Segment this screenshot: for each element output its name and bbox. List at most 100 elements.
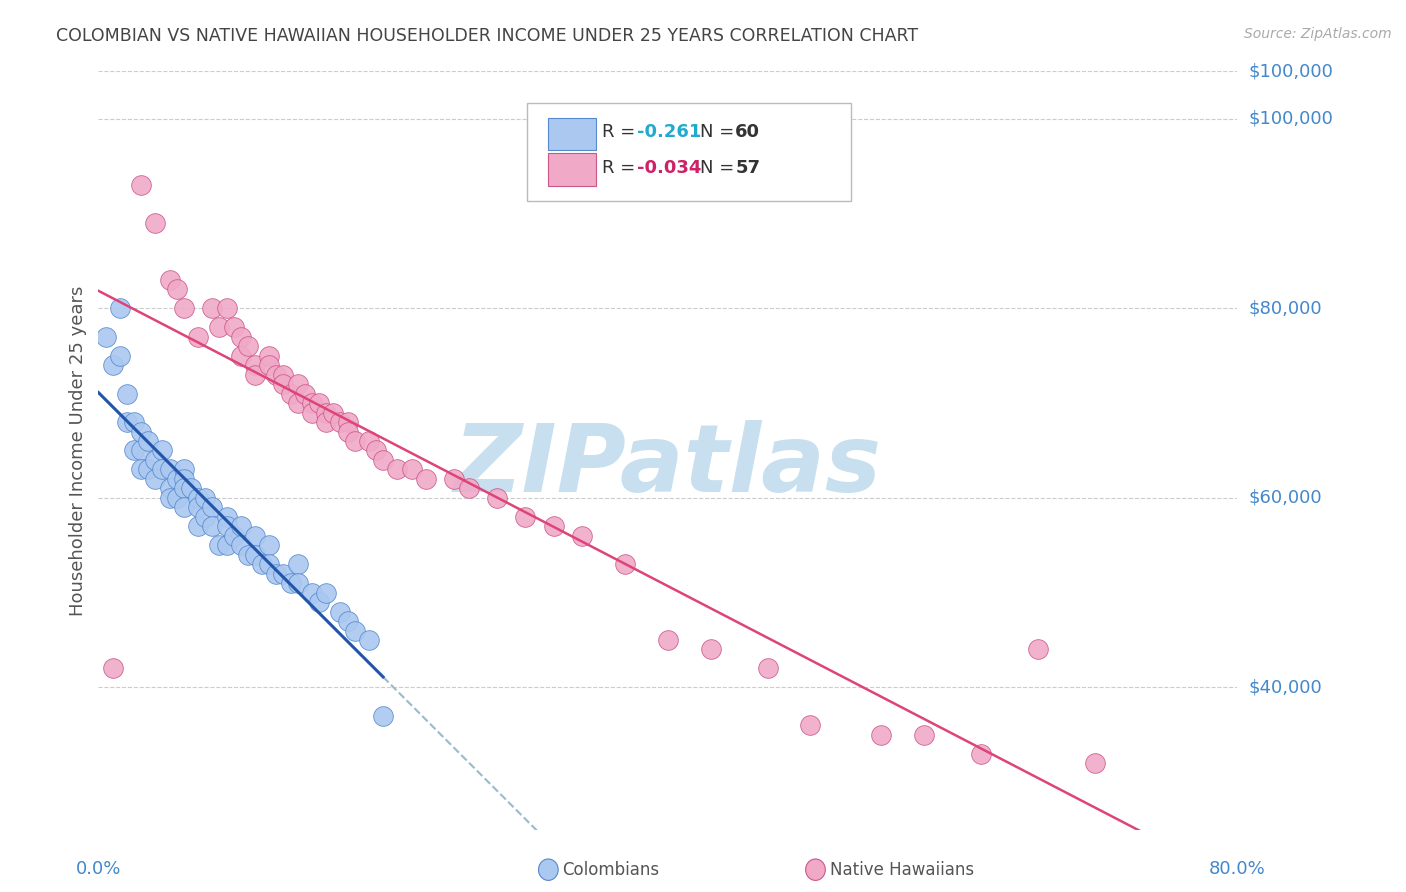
Point [159, 273, 181, 287]
Point [166, 282, 188, 296]
Text: 0.0%: 0.0% [76, 860, 121, 878]
Point [236, 548, 259, 562]
Point [357, 434, 380, 448]
Point [108, 301, 131, 316]
Point [371, 708, 394, 723]
Point [187, 329, 209, 343]
Text: N =: N = [700, 159, 740, 177]
Point [415, 472, 437, 486]
Point [243, 368, 266, 382]
Point [236, 339, 259, 353]
Point [401, 462, 423, 476]
Point [194, 509, 217, 524]
Text: -0.261: -0.261 [637, 123, 702, 141]
Point [287, 576, 309, 591]
Point [101, 661, 124, 675]
Point [173, 462, 195, 476]
Point [243, 548, 266, 562]
Point [201, 500, 224, 515]
Point [371, 453, 394, 467]
Point [315, 585, 337, 599]
Point [336, 614, 359, 628]
Text: 57: 57 [735, 159, 761, 177]
Point [187, 500, 209, 515]
Point [266, 566, 288, 581]
Point [173, 301, 195, 316]
Point [229, 519, 252, 533]
Point [229, 349, 252, 363]
Point [243, 358, 266, 372]
Point [122, 443, 145, 458]
Point [129, 425, 152, 439]
Point [129, 462, 152, 476]
Point [543, 519, 565, 533]
Point [166, 472, 188, 486]
Point [94, 329, 117, 343]
Point [287, 377, 309, 392]
Point [215, 509, 238, 524]
Point [159, 482, 181, 496]
Point [173, 500, 195, 515]
Point [152, 443, 174, 458]
Text: $100,000: $100,000 [1249, 110, 1333, 128]
Point [336, 415, 359, 429]
Text: $80,000: $80,000 [1249, 300, 1322, 318]
Point [336, 425, 359, 439]
Point [122, 415, 145, 429]
Text: R =: R = [602, 159, 641, 177]
Point [301, 585, 323, 599]
Point [308, 595, 330, 609]
Text: 80.0%: 80.0% [1209, 860, 1265, 878]
Text: $100,000: $100,000 [1249, 62, 1333, 80]
Point [315, 415, 337, 429]
Point [357, 633, 380, 648]
Point [115, 386, 138, 401]
Point [329, 605, 352, 619]
Text: $60,000: $60,000 [1249, 489, 1322, 507]
Point [273, 566, 295, 581]
Text: -0.034: -0.034 [637, 159, 702, 177]
Point [115, 415, 138, 429]
Point [308, 396, 330, 410]
Point [799, 718, 821, 732]
Point [329, 415, 352, 429]
Point [287, 557, 309, 572]
Point [756, 661, 779, 675]
Point [315, 405, 337, 419]
Point [387, 462, 409, 476]
Point [129, 443, 152, 458]
Point [294, 386, 316, 401]
Point [364, 443, 387, 458]
Point [259, 349, 281, 363]
Point [173, 472, 195, 486]
Point [201, 301, 224, 316]
Y-axis label: Householder Income Under 25 years: Householder Income Under 25 years [69, 285, 87, 615]
Point [322, 405, 344, 419]
Point [222, 529, 245, 543]
Point [101, 358, 124, 372]
Point [159, 491, 181, 505]
Point [571, 529, 593, 543]
Text: COLOMBIAN VS NATIVE HAWAIIAN HOUSEHOLDER INCOME UNDER 25 YEARS CORRELATION CHART: COLOMBIAN VS NATIVE HAWAIIAN HOUSEHOLDER… [56, 27, 918, 45]
Point [443, 472, 465, 486]
Point [301, 396, 323, 410]
Text: Source: ZipAtlas.com: Source: ZipAtlas.com [1244, 27, 1392, 41]
Point [136, 462, 159, 476]
Point [870, 728, 893, 742]
Text: 60: 60 [735, 123, 761, 141]
Point [166, 491, 188, 505]
Point [266, 368, 288, 382]
Point [343, 624, 366, 638]
Point [250, 557, 273, 572]
Point [280, 576, 302, 591]
Point [187, 519, 209, 533]
Point [243, 529, 266, 543]
Point [699, 642, 721, 657]
Point [229, 538, 252, 552]
Point [152, 462, 174, 476]
Text: R =: R = [602, 123, 641, 141]
Point [273, 368, 295, 382]
Point [287, 396, 309, 410]
Point [208, 320, 231, 334]
Point [208, 538, 231, 552]
